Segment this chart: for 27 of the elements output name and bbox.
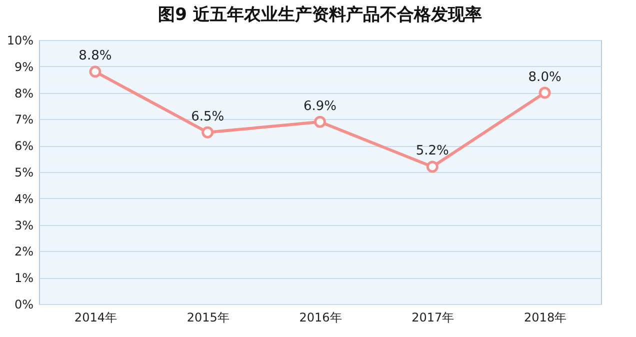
x-tick-label: 2015年 bbox=[186, 310, 230, 324]
y-tick-label: 7% bbox=[14, 112, 34, 127]
data-label: 5.2% bbox=[416, 144, 449, 159]
data-label: 8.8% bbox=[78, 48, 112, 64]
point bbox=[89, 66, 102, 78]
point bbox=[314, 116, 326, 128]
y-tick-label: 8% bbox=[14, 86, 34, 100]
y-tick-label: 3% bbox=[14, 218, 34, 232]
point bbox=[202, 126, 214, 138]
chart-title: 图9 近五年农业生产资料产品不合格发现率 bbox=[158, 5, 482, 25]
y-tick-label: 6% bbox=[14, 139, 34, 154]
y-tick-label: 10% bbox=[6, 34, 34, 48]
y-tick-label: 0% bbox=[14, 298, 34, 312]
y-tick-label: 2% bbox=[14, 244, 34, 259]
point bbox=[538, 86, 551, 99]
data-label: 6.5% bbox=[191, 109, 224, 124]
x-tick-label: 2014年 bbox=[74, 310, 117, 324]
y-tick-label: 5% bbox=[14, 166, 34, 180]
x-tick-label: 2018年 bbox=[524, 310, 567, 324]
x-tick-label: 2016年 bbox=[299, 310, 342, 324]
y-tick-label: 9% bbox=[14, 60, 34, 74]
y-tick-label: 1% bbox=[14, 271, 34, 286]
data-label: 8.0% bbox=[528, 70, 562, 85]
point bbox=[426, 160, 438, 173]
y-tick-label: 4% bbox=[14, 192, 34, 206]
x-tick-label: 2017年 bbox=[412, 310, 454, 324]
data-label: 6.9% bbox=[303, 98, 337, 114]
